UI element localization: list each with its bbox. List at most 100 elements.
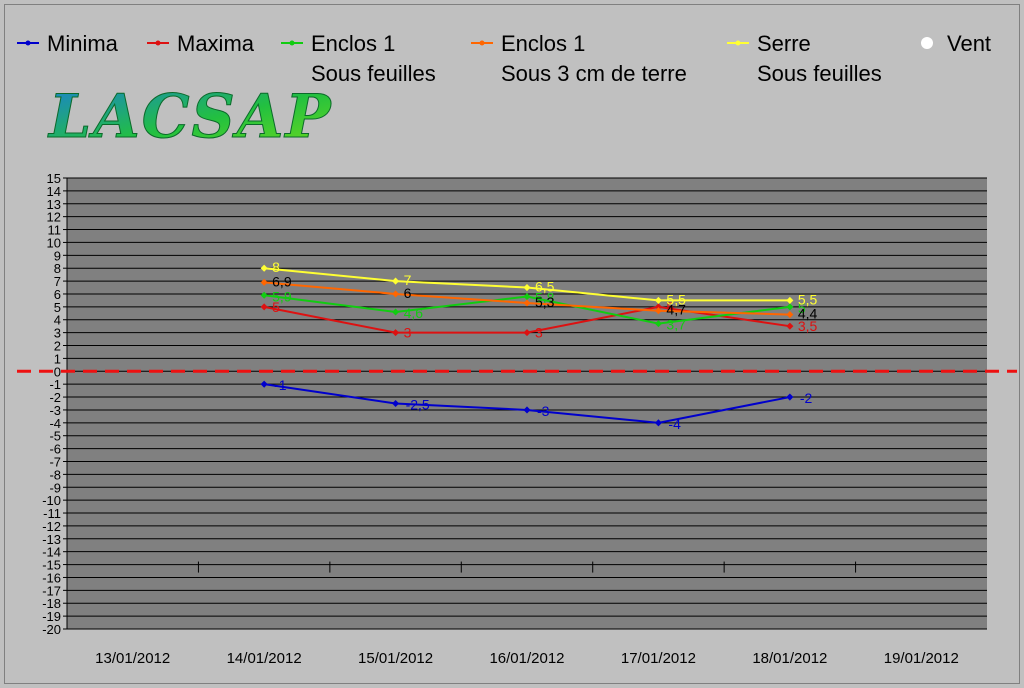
legend-item-vent: Vent [921, 31, 991, 56]
y-tick-label: -16 [42, 570, 61, 585]
y-tick-label: -8 [49, 467, 61, 482]
y-tick-label: -19 [42, 609, 61, 624]
legend-marker-dot [25, 40, 31, 46]
legend-item-serre: Serre Sous feuilles [727, 31, 882, 86]
data-point [392, 399, 400, 408]
data-label: -2,5 [406, 397, 430, 413]
y-tick-label: 12 [47, 210, 61, 225]
data-label: 6,9 [272, 273, 292, 289]
x-tick-label: 17/01/2012 [621, 650, 696, 667]
y-tick-label: 7 [54, 274, 61, 289]
y-tick-label: 1 [54, 351, 61, 366]
y-tick-label: -4 [49, 416, 61, 431]
legend-item-enclos1_feuilles: Enclos 1 Sous feuilles [281, 31, 436, 86]
y-tick-label: 15 [47, 171, 61, 186]
series-3: 5,9 4,6 5,8 3,7 5 [260, 288, 806, 333]
plot-area [67, 178, 987, 629]
data-point [523, 299, 531, 307]
data-label: 5 [666, 299, 674, 315]
data-label: 6,5 [535, 279, 555, 295]
data-label: 6 [404, 285, 412, 301]
series-1: -1 -2,5 -3 -4 -2 [260, 377, 813, 432]
legend-marker-dot [289, 40, 295, 46]
y-tick-label: 5 [54, 300, 61, 315]
data-point [654, 303, 662, 311]
data-point [654, 296, 662, 304]
data-label: 5 [798, 300, 806, 316]
data-point [786, 393, 794, 401]
series-4: 6,9 6 5,3 4,7 4,4 [260, 273, 818, 322]
legend-label: Enclos 1 [501, 31, 585, 56]
legend-marker-dot [735, 40, 741, 46]
y-tick-label: -20 [42, 622, 61, 637]
chart-frame: Minima Maxima Enclos 1 Sous feuilles Enclos … [4, 4, 1020, 684]
data-label: 8 [272, 259, 280, 275]
y-tick-label: -9 [49, 480, 61, 495]
legend-label-line2: Sous feuilles [757, 61, 882, 86]
y-tick-label: 3 [54, 326, 61, 341]
data-point [392, 308, 400, 316]
data-point [260, 380, 268, 388]
data-label: -1 [274, 377, 287, 393]
y-tick-label: -2 [49, 390, 61, 405]
legend-item-minima: Minima [17, 31, 119, 56]
data-point [392, 329, 400, 337]
data-label: -2 [800, 390, 813, 406]
data-point [786, 303, 794, 311]
data-point [654, 419, 662, 427]
data-label: 4,4 [798, 306, 818, 322]
data-point [260, 264, 268, 272]
series-group: -1 -2,5 -3 -4 -2 5 3 3 5 3,5 5,9 4,6 5,8 3,7 5 6,9 6 5,3 4… [260, 259, 818, 432]
data-label: -4 [668, 416, 681, 432]
data-point [654, 320, 662, 328]
data-label: 3 [404, 325, 412, 341]
y-tick-label: -1 [49, 377, 61, 392]
legend-label: Maxima [177, 31, 255, 56]
legend-label: Minima [47, 31, 119, 56]
data-point [260, 303, 268, 311]
y-tick-label: 13 [47, 197, 61, 212]
data-label: 4,7 [666, 302, 686, 318]
data-point [260, 291, 268, 299]
series-5: 8 7 6,5 5,5 5,5 [260, 259, 818, 307]
lacsap-logo: LACSAP [47, 82, 333, 152]
data-label: 3,7 [666, 317, 686, 333]
y-tick-label: -18 [42, 596, 61, 611]
y-tick-label: -5 [49, 429, 61, 444]
y-tick-label: -12 [42, 519, 61, 534]
y-tick-label: -7 [49, 454, 61, 469]
legend-marker [921, 37, 933, 49]
legend-label: Serre [757, 31, 811, 56]
data-label: 5,3 [535, 294, 555, 310]
y-tick-label: 10 [47, 235, 61, 250]
data-label: 5,8 [535, 290, 555, 306]
data-label: 5,5 [666, 291, 686, 307]
y-axis: -20-19-18-17-16-15-14-13-12-11-10-9-8-7-… [42, 171, 68, 637]
data-point [523, 283, 531, 292]
y-tick-label: 8 [54, 261, 61, 276]
legend-marker-dot [155, 40, 161, 46]
series-2: 5 3 3 5 3,5 [260, 299, 818, 341]
y-tick-label: -13 [42, 532, 61, 547]
y-tick-label: -15 [42, 558, 61, 573]
data-point [523, 406, 531, 414]
x-tick-label: 19/01/2012 [884, 650, 959, 667]
y-tick-label: 0 [54, 364, 61, 379]
y-tick-label: -6 [49, 442, 61, 457]
data-label: 7 [404, 272, 412, 288]
y-tick-label: -10 [42, 493, 61, 508]
data-point [654, 307, 662, 315]
data-point [260, 278, 268, 286]
legend-label-line2: Sous 3 cm de terre [501, 61, 687, 86]
gridlines [67, 177, 987, 630]
data-label: 5,9 [272, 288, 292, 304]
y-tick-label: -14 [42, 545, 61, 560]
x-tick-label: 18/01/2012 [752, 650, 827, 667]
y-tick-label: 9 [54, 248, 61, 263]
y-tick-label: 2 [54, 339, 61, 354]
legend-item-maxima: Maxima [147, 31, 255, 56]
x-tick-label: 16/01/2012 [489, 650, 564, 667]
y-tick-label: 6 [54, 287, 61, 302]
legend-label: Vent [947, 31, 991, 56]
